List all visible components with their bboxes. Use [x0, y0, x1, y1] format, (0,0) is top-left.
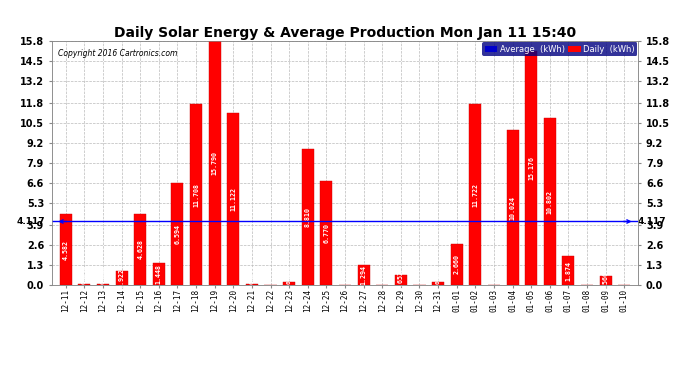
- Title: Daily Solar Energy & Average Production Mon Jan 11 15:40: Daily Solar Energy & Average Production …: [114, 26, 576, 40]
- Bar: [97, 284, 109, 285]
- Text: 0.082: 0.082: [101, 266, 106, 284]
- Bar: [134, 214, 146, 285]
- Text: 0.186: 0.186: [286, 266, 292, 284]
- Text: Copyright 2016 Cartronics.com: Copyright 2016 Cartronics.com: [58, 49, 177, 58]
- Text: 1.874: 1.874: [565, 261, 571, 280]
- Bar: [78, 284, 90, 285]
- Bar: [451, 244, 463, 285]
- Text: 15.176: 15.176: [528, 156, 534, 180]
- Bar: [171, 183, 184, 285]
- Bar: [283, 282, 295, 285]
- Bar: [469, 104, 482, 285]
- Bar: [395, 275, 407, 285]
- Bar: [600, 276, 612, 285]
- Text: 1.448: 1.448: [156, 264, 162, 284]
- Bar: [152, 262, 165, 285]
- Text: 6.594: 6.594: [175, 224, 180, 244]
- Text: 0.566: 0.566: [602, 271, 609, 291]
- Text: 1.294: 1.294: [361, 265, 366, 285]
- Text: 4.117: 4.117: [638, 217, 666, 226]
- Text: 11.122: 11.122: [230, 187, 236, 211]
- Text: 2.660: 2.660: [454, 255, 460, 274]
- Bar: [208, 41, 221, 285]
- Bar: [357, 265, 370, 285]
- Legend: Average  (kWh), Daily  (kWh): Average (kWh), Daily (kWh): [482, 42, 638, 56]
- Text: 4.117: 4.117: [17, 217, 46, 226]
- Bar: [302, 149, 314, 285]
- Text: 15.790: 15.790: [212, 151, 217, 175]
- Text: 0.652: 0.652: [398, 270, 404, 290]
- Bar: [59, 214, 72, 285]
- Text: 8.810: 8.810: [305, 207, 310, 227]
- Text: 4.582: 4.582: [63, 240, 69, 260]
- Bar: [562, 256, 575, 285]
- Bar: [246, 284, 258, 285]
- Bar: [544, 118, 556, 285]
- Text: 0.206: 0.206: [435, 266, 441, 284]
- Text: 11.722: 11.722: [473, 183, 478, 207]
- Text: 10.024: 10.024: [510, 196, 515, 220]
- Text: 10.802: 10.802: [546, 190, 553, 214]
- Bar: [525, 51, 538, 285]
- Bar: [320, 180, 333, 285]
- Text: 6.770: 6.770: [324, 223, 329, 243]
- Text: 0.048: 0.048: [82, 266, 87, 284]
- Bar: [227, 113, 239, 285]
- Text: 11.708: 11.708: [193, 183, 199, 207]
- Bar: [506, 130, 519, 285]
- Text: 0.922: 0.922: [119, 268, 125, 288]
- Bar: [190, 104, 202, 285]
- Bar: [432, 282, 444, 285]
- Text: 4.628: 4.628: [137, 239, 144, 259]
- Text: 0.044: 0.044: [249, 266, 255, 284]
- Bar: [115, 271, 128, 285]
